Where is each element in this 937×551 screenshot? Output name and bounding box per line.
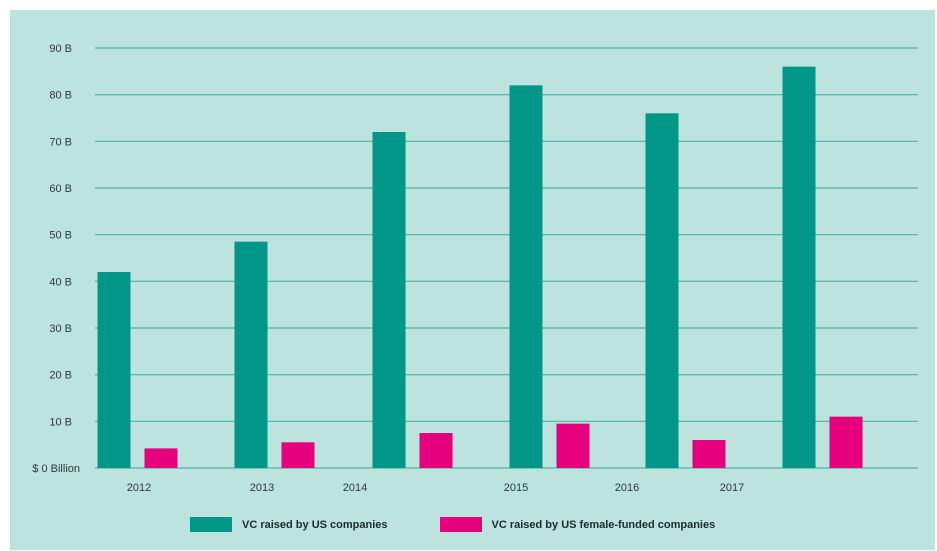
- gridlines: [95, 47, 918, 469]
- bar-female-funded: [281, 442, 315, 468]
- x-tick-label: 2012: [127, 482, 151, 494]
- bar-female-funded: [144, 448, 178, 468]
- x-tick-label: 2017: [720, 482, 744, 494]
- y-tick-label: 10 B: [49, 416, 72, 428]
- bar-female-funded: [692, 440, 726, 468]
- legend-item-female: VC raised by US female-funded companies: [439, 517, 716, 532]
- legend: VC raised by US companies VC raised by U…: [190, 517, 767, 532]
- y-tick-label: 90 B: [49, 43, 72, 55]
- bars: [97, 66, 863, 469]
- bar-female-funded: [829, 416, 863, 468]
- y-tick-label: $ 0 Billion: [32, 463, 80, 475]
- bar-us-companies: [782, 66, 816, 469]
- bar-us-companies: [97, 272, 131, 468]
- y-tick-label: 40 B: [49, 276, 72, 288]
- bar-us-companies: [509, 85, 543, 468]
- y-tick-label: 30 B: [49, 323, 72, 335]
- y-tick-label: 20 B: [49, 370, 72, 382]
- x-tick-label: 2014: [343, 482, 367, 494]
- bar-us-companies: [234, 241, 268, 468]
- x-tick-label: 2013: [250, 482, 274, 494]
- legend-label-female: VC raised by US female-funded companies: [491, 518, 716, 531]
- bar-us-companies: [372, 132, 406, 468]
- y-tick-label: 50 B: [49, 230, 72, 242]
- bar-female-funded: [556, 423, 590, 468]
- legend-label-us: VC raised by US companies: [242, 518, 388, 531]
- legend-swatch-us: [190, 517, 232, 532]
- y-axis-ticks: $ 0 Billion 10 B 20 B 30 B 40 B 50 B 60 B 70 B 8…: [32, 43, 80, 475]
- y-tick-label: 60 B: [49, 183, 72, 195]
- bar-us-companies: [645, 113, 679, 468]
- x-tick-label: 2016: [615, 482, 639, 494]
- legend-swatch-female: [439, 517, 482, 532]
- y-tick-label: 80 B: [49, 90, 72, 102]
- legend-item-us: VC raised by US companies: [190, 517, 388, 532]
- x-axis-ticks: 2012 2013 2014 2015 2016 2017: [127, 482, 744, 494]
- bar-female-funded: [419, 433, 453, 468]
- x-tick-label: 2015: [504, 482, 528, 494]
- y-tick-label: 70 B: [49, 136, 72, 148]
